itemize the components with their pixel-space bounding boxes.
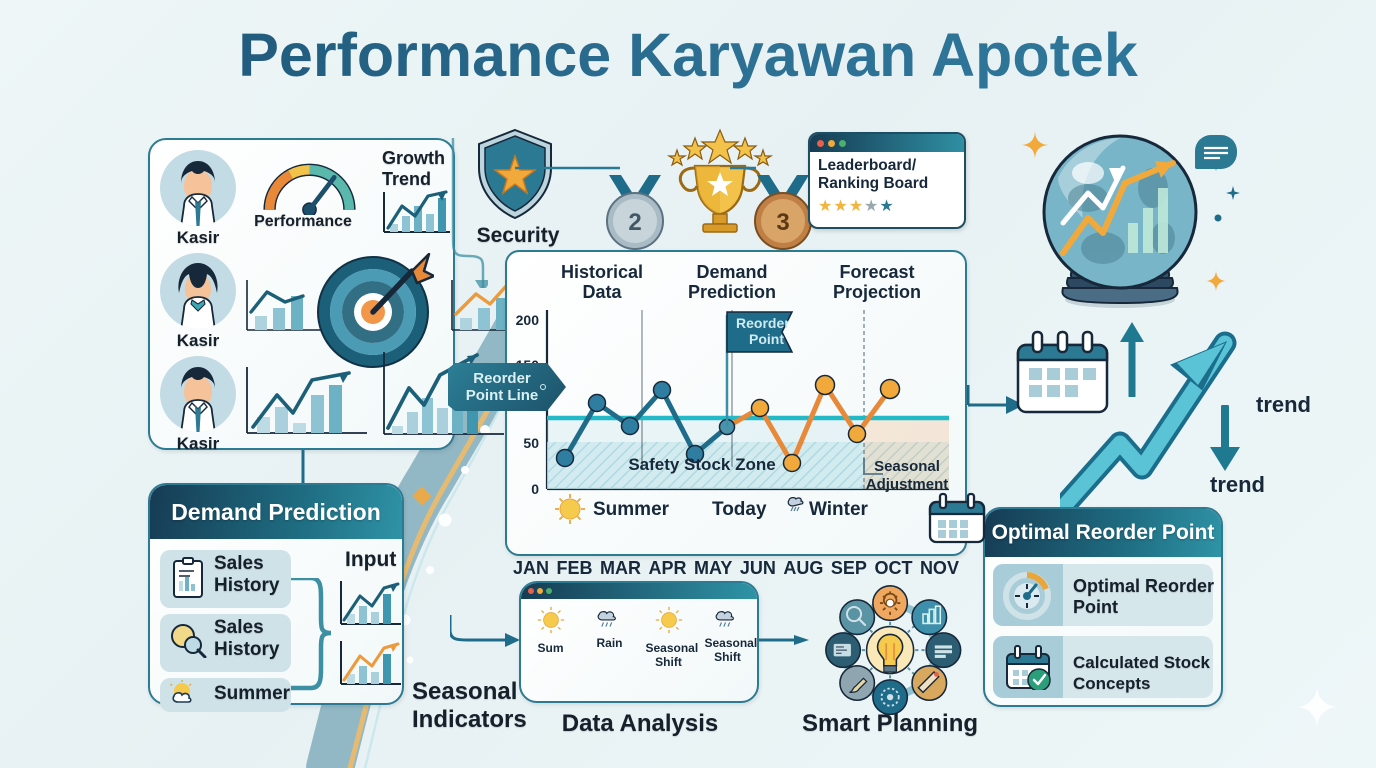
svg-text:Historical: Historical (561, 262, 643, 282)
svg-text:Winter: Winter (809, 499, 869, 520)
svg-text:2: 2 (628, 209, 641, 236)
svg-text:0: 0 (531, 481, 539, 497)
svg-text:Today: Today (712, 499, 767, 520)
svg-text:Prediction: Prediction (688, 282, 776, 302)
svg-text:Reorder: Reorder (736, 315, 790, 331)
svg-text:Forecast: Forecast (839, 262, 914, 282)
svg-text:200: 200 (516, 312, 540, 328)
svg-text:50: 50 (523, 435, 539, 451)
svg-text:Demand: Demand (696, 262, 767, 282)
svg-text:Adjustment: Adjustment (866, 476, 949, 493)
svg-text:Safety Stock Zone: Safety Stock Zone (628, 455, 775, 474)
svg-text:Data: Data (582, 282, 622, 302)
svg-text:Point: Point (749, 331, 784, 347)
svg-text:Projection: Projection (833, 282, 921, 302)
svg-text:3: 3 (776, 209, 789, 236)
svg-text:Summer: Summer (593, 499, 670, 520)
svg-text:Seasonal: Seasonal (874, 458, 940, 475)
